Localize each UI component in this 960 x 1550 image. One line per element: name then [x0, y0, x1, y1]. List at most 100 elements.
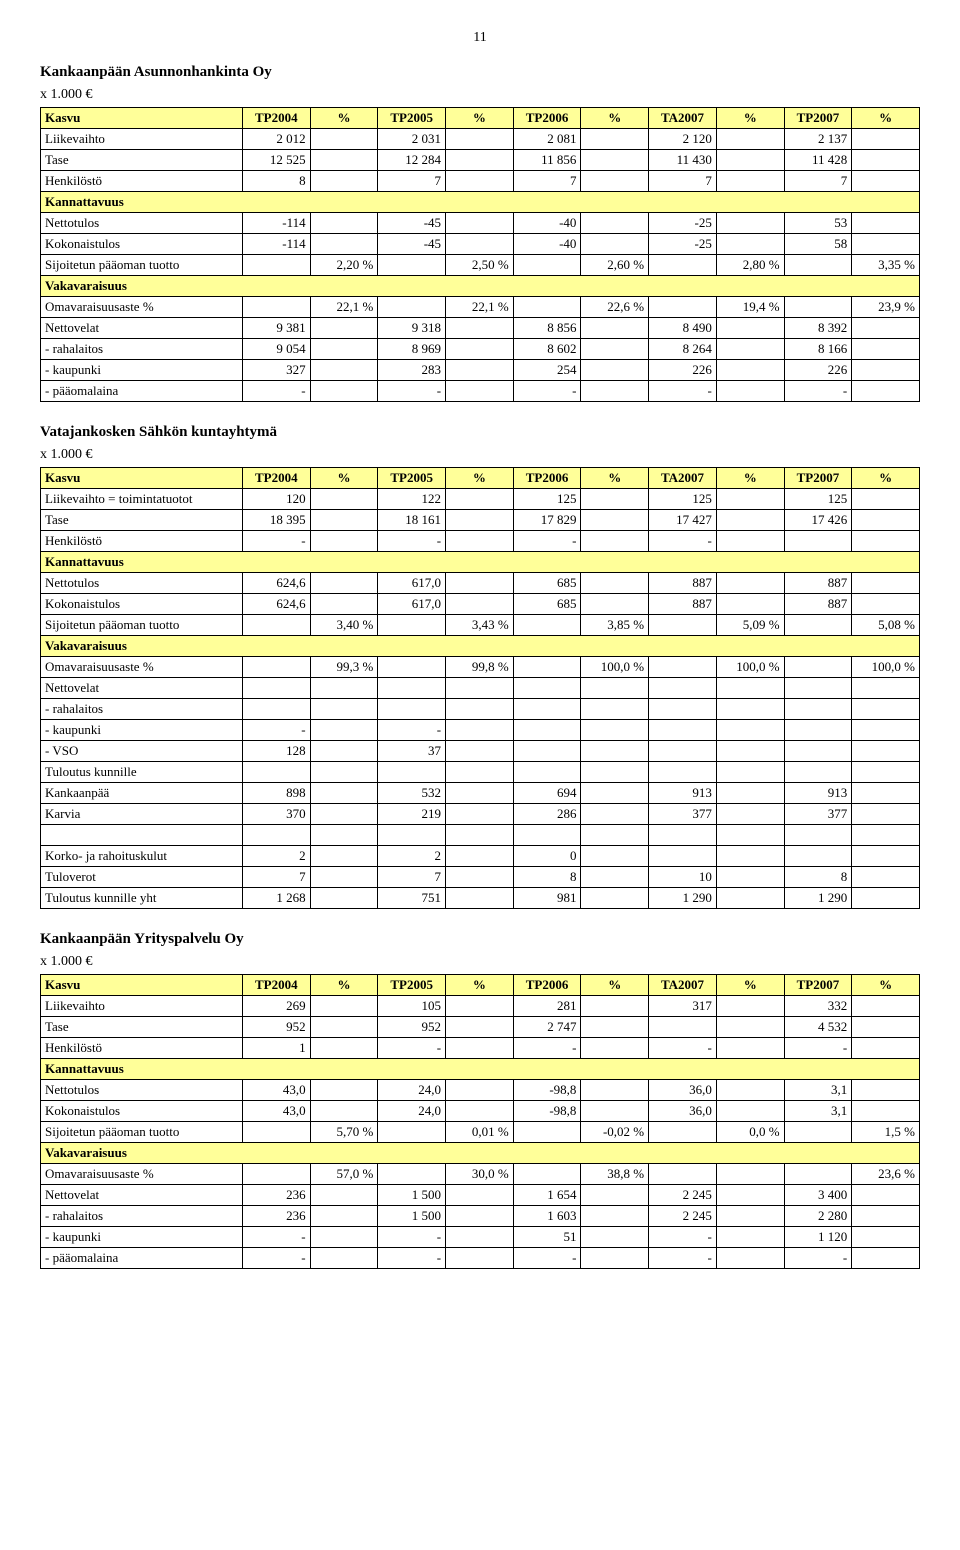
- cell: [852, 720, 920, 741]
- cell: 332: [784, 996, 852, 1017]
- cell: [446, 150, 514, 171]
- cell: [446, 699, 514, 720]
- table-row: Sijoitetun pääoman tuotto2,20 %2,50 %2,6…: [41, 255, 920, 276]
- cell: [852, 318, 920, 339]
- cell: [310, 339, 378, 360]
- cell: 317: [649, 996, 717, 1017]
- band-cell: Vakavaraisuus: [41, 1143, 920, 1164]
- cell: 2 747: [513, 1017, 581, 1038]
- row-label: Tase: [41, 150, 243, 171]
- cell: [716, 678, 784, 699]
- cell: [784, 657, 852, 678]
- header-cell: %: [716, 975, 784, 996]
- row-label: - rahalaitos: [41, 339, 243, 360]
- cell: -: [378, 1248, 446, 1269]
- header-cell: %: [310, 975, 378, 996]
- cell: 281: [513, 996, 581, 1017]
- cell: 1 654: [513, 1185, 581, 1206]
- cell: [446, 996, 514, 1017]
- table-row: - kaupunki--51-1 120: [41, 1227, 920, 1248]
- cell: 105: [378, 996, 446, 1017]
- cell: 5,09 %: [716, 615, 784, 636]
- cell: [581, 150, 649, 171]
- cell: 236: [242, 1185, 310, 1206]
- cell: [716, 1206, 784, 1227]
- cell: 7: [378, 171, 446, 192]
- table-row: Vakavaraisuus: [41, 1143, 920, 1164]
- cell: 887: [649, 573, 717, 594]
- cell: -40: [513, 234, 581, 255]
- row-label: Tuloverot: [41, 867, 243, 888]
- cell: 1: [242, 1038, 310, 1059]
- table-row: Vakavaraisuus: [41, 636, 920, 657]
- cell: -: [242, 1248, 310, 1269]
- cell: [716, 594, 784, 615]
- cell: 22,6 %: [581, 297, 649, 318]
- table-row: Omavaraisuusaste %57,0 %30,0 %38,8 %23,6…: [41, 1164, 920, 1185]
- cell: 3,40 %: [310, 615, 378, 636]
- cell: -: [513, 531, 581, 552]
- cell: 887: [784, 594, 852, 615]
- cell: 4 532: [784, 1017, 852, 1038]
- row-label: - pääomalaina: [41, 1248, 243, 1269]
- cell: [446, 888, 514, 909]
- cell: 2,20 %: [310, 255, 378, 276]
- cell: 8: [513, 867, 581, 888]
- header-cell: %: [581, 468, 649, 489]
- row-label: - rahalaitos: [41, 1206, 243, 1227]
- cell: [581, 594, 649, 615]
- header-cell: TP2007: [784, 975, 852, 996]
- cell: [242, 297, 310, 318]
- cell: [513, 678, 581, 699]
- cell: [649, 615, 717, 636]
- table-row: Tase12 52512 28411 85611 43011 428: [41, 150, 920, 171]
- header-label: Kasvu: [41, 468, 243, 489]
- cell: [716, 699, 784, 720]
- table-row: - kaupunki--: [41, 720, 920, 741]
- cell: 2 137: [784, 129, 852, 150]
- cell: [310, 1017, 378, 1038]
- cell: [446, 741, 514, 762]
- cell: 685: [513, 594, 581, 615]
- cell: [310, 804, 378, 825]
- cell: [716, 1185, 784, 1206]
- cell: 1 290: [784, 888, 852, 909]
- cell: -: [513, 1248, 581, 1269]
- row-label: Henkilöstö: [41, 1038, 243, 1059]
- cell: [852, 381, 920, 402]
- table-row: Liikevaihto2 0122 0312 0812 1202 137: [41, 129, 920, 150]
- cell: [310, 888, 378, 909]
- cell: [716, 213, 784, 234]
- cell: [716, 129, 784, 150]
- cell: [310, 1248, 378, 1269]
- cell: 53: [784, 213, 852, 234]
- cell: [310, 867, 378, 888]
- cell: 100,0 %: [716, 657, 784, 678]
- cell: 624,6: [242, 573, 310, 594]
- cell: 898: [242, 783, 310, 804]
- cell: [378, 1164, 446, 1185]
- section-title: Vatajankosken Sähkön kuntayhtymä: [40, 424, 920, 441]
- cell: [242, 1164, 310, 1185]
- cell: 751: [378, 888, 446, 909]
- cell: 3,1: [784, 1101, 852, 1122]
- cell: 1,5 %: [852, 1122, 920, 1143]
- cell: [446, 510, 514, 531]
- cell: [242, 825, 310, 846]
- cell: 3,35 %: [852, 255, 920, 276]
- cell: 8 392: [784, 318, 852, 339]
- cell: [310, 762, 378, 783]
- cell: [716, 846, 784, 867]
- cell: 2 245: [649, 1206, 717, 1227]
- cell: [852, 510, 920, 531]
- cell: [581, 867, 649, 888]
- cell: [310, 678, 378, 699]
- cell: 57,0 %: [310, 1164, 378, 1185]
- cell: [784, 762, 852, 783]
- band-cell: Kannattavuus: [41, 192, 920, 213]
- cell: [242, 657, 310, 678]
- cell: [378, 255, 446, 276]
- cell: [242, 1122, 310, 1143]
- cell: [446, 678, 514, 699]
- table-row: Henkilöstö1----: [41, 1038, 920, 1059]
